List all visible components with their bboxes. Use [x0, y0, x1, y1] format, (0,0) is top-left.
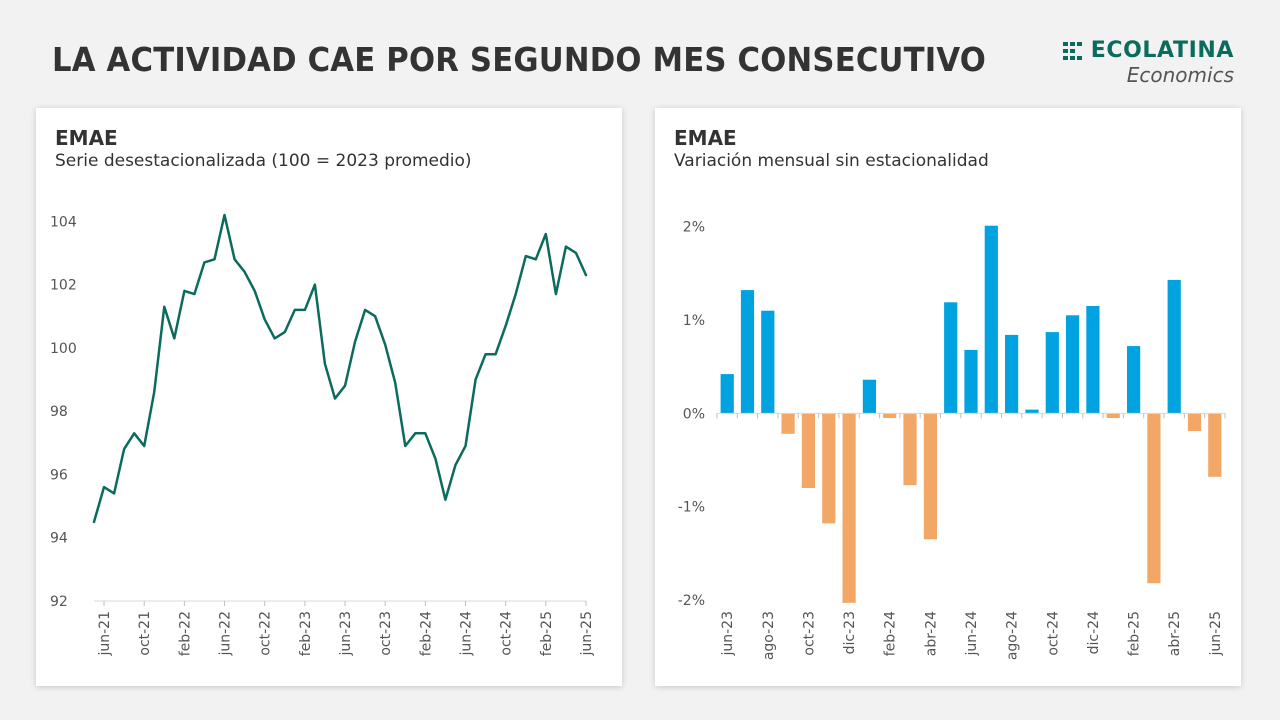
x-tick-label: oct-22 [258, 611, 274, 656]
chart-panel-level: EMAE Serie desestacionalizada (100 = 202… [36, 108, 622, 686]
bar [1208, 413, 1222, 477]
x-tick-label: jun-25 [1208, 611, 1224, 657]
x-tick-label: feb-25 [539, 611, 555, 656]
chart-subtitle: Serie desestacionalizada (100 = 2023 pro… [55, 151, 472, 171]
x-tick-label: oct-23 [378, 611, 394, 656]
x-tick-label: abr-25 [1167, 611, 1183, 656]
bar [1187, 413, 1202, 431]
x-tick-label: jun-21 [97, 611, 113, 657]
x-tick-label: oct-24 [1045, 611, 1061, 656]
x-tick-label: jun-22 [218, 611, 234, 657]
y-tick-label: 98 [50, 404, 68, 420]
y-tick-label: 2% [683, 220, 705, 236]
y-tick-label: 104 [50, 214, 77, 230]
y-tick-label: 92 [50, 594, 68, 610]
bar [984, 225, 998, 414]
bar-chart: -2% -1% 0% 1% 2% jun-23 ago-23 oct-23 dic-23 feb-… [678, 220, 1226, 660]
x-tick-label: abr-24 [923, 611, 939, 656]
x-tick-label: jun-23 [338, 611, 354, 657]
line-chart: 92 94 96 98 100 102 104 jun-21 oct-21 feb-22 jun-2… [50, 213, 595, 657]
y-tick-label: 102 [50, 278, 77, 294]
x-tick-label: dic-23 [842, 611, 858, 654]
y-tick-label: 96 [50, 467, 68, 483]
y-tick-label: -2% [678, 593, 705, 609]
brand-name: ECOLATINA [1090, 38, 1234, 63]
chart-title: EMAE [674, 126, 737, 150]
bar [964, 349, 978, 414]
bar [883, 413, 897, 418]
bar [740, 290, 755, 414]
bar [822, 413, 836, 524]
x-tick-label: oct-24 [499, 611, 515, 656]
bar [923, 413, 937, 540]
x-tick-label: ago-23 [761, 611, 777, 660]
bar [1127, 346, 1141, 414]
y-tick-label: -1% [678, 500, 705, 516]
chart-subtitle: Variación mensual sin estacionalidad [674, 151, 989, 171]
x-tick-label: oct-21 [137, 611, 153, 656]
series-line [92, 213, 588, 524]
x-tick-label: dic-24 [1086, 611, 1102, 654]
x-tick-label: feb-22 [177, 611, 193, 656]
bar [842, 413, 856, 603]
x-tick-label: feb-25 [1127, 611, 1143, 656]
x-tick-label: feb-24 [418, 611, 434, 656]
y-tick-label: 1% [683, 313, 705, 329]
brand-subtitle: Economics [1126, 63, 1234, 87]
x-tick-label: jun-23 [720, 611, 736, 657]
bar [903, 413, 917, 486]
bar [862, 379, 876, 414]
bar [1147, 413, 1161, 584]
x-tick-label: ago-24 [1005, 611, 1021, 660]
y-tick-label: 94 [50, 531, 68, 547]
bar [944, 302, 958, 414]
page-title: LA ACTIVIDAD CAE POR SEGUNDO MES CONSECU… [52, 40, 987, 79]
bar [1106, 413, 1120, 418]
x-tick-label: jun-24 [964, 611, 980, 657]
x-tick-label: feb-23 [298, 611, 314, 656]
bar [781, 413, 795, 434]
bar [1045, 332, 1059, 414]
x-tick-label: jun-25 [579, 611, 595, 657]
bar [1066, 315, 1080, 414]
bar [720, 374, 734, 414]
chart-title: EMAE [55, 126, 118, 150]
chart-panel-monthly-change: EMAE Variación mensual sin estacionalida… [655, 108, 1241, 686]
bar [761, 310, 775, 414]
bar [801, 413, 815, 488]
y-tick-label: 0% [683, 406, 705, 422]
brand-grid-icon [1062, 41, 1082, 60]
x-tick-label: feb-24 [883, 611, 899, 656]
brand-logo: ECOLATINA Economics [1062, 38, 1234, 87]
x-tick-label: oct-23 [801, 611, 817, 656]
bar [1167, 279, 1181, 414]
x-tick-label: jun-24 [459, 611, 475, 657]
bar [1025, 409, 1039, 414]
y-tick-label: 100 [50, 341, 77, 357]
bar [1005, 334, 1019, 414]
bar [1086, 306, 1100, 414]
